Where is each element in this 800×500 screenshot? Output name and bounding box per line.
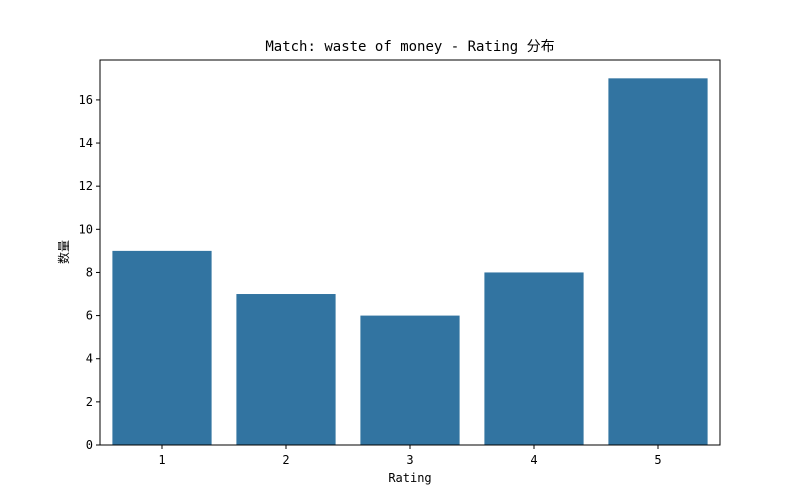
x-axis-label: Rating [388,471,431,485]
x-axis: 1 2 3 4 5 [158,445,662,467]
bar-rating-1 [112,250,212,445]
x-tick-label-2: 2 [282,453,289,467]
x-tick-label-1: 1 [158,453,165,467]
y-axis-label: 数量 [56,240,71,264]
y-tick-label-16: 16 [79,93,93,107]
bars-group [112,78,708,445]
bar-rating-4 [484,272,584,445]
y-tick-label-14: 14 [79,136,93,150]
y-tick-label-4: 4 [86,352,93,366]
y-tick-label-8: 8 [86,265,93,279]
y-tick-label-6: 6 [86,309,93,323]
y-tick-label-12: 12 [79,179,93,193]
bar-rating-3 [360,315,460,445]
bar-rating-5 [608,78,708,445]
y-tick-label-0: 0 [86,438,93,452]
y-tick-label-10: 10 [79,222,93,236]
y-tick-label-2: 2 [86,395,93,409]
x-tick-label-5: 5 [654,453,661,467]
plot-area [99,59,721,446]
bar-rating-2 [236,294,336,445]
x-tick-label-3: 3 [406,453,413,467]
y-axis: 0 2 4 6 8 10 12 14 16 [79,93,100,452]
x-tick-label-4: 4 [530,453,537,467]
chart-title: Match: waste of money - Rating 分布 [265,39,554,55]
